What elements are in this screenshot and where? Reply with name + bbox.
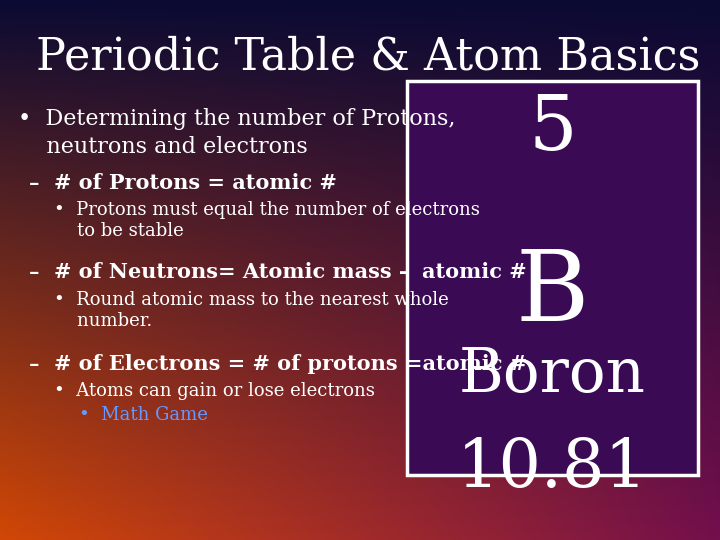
Text: •  Round atomic mass to the nearest whole: • Round atomic mass to the nearest whole [54,291,449,308]
Text: –  # of Neutrons= Atomic mass -  atomic #: – # of Neutrons= Atomic mass - atomic # [29,262,526,282]
Text: •  Atoms can gain or lose electrons: • Atoms can gain or lose electrons [54,382,375,400]
Text: •  Determining the number of Protons,: • Determining the number of Protons, [18,108,456,130]
Text: 5: 5 [528,92,577,166]
Bar [407,81,698,475]
Text: –  # of Electrons = # of protons =atomic #: – # of Electrons = # of protons =atomic … [29,354,527,374]
Text: number.: number. [54,312,152,330]
Text: B: B [516,247,589,342]
Text: 10.81: 10.81 [457,436,648,501]
Text: •  Math Game: • Math Game [79,406,208,424]
Text: Boron: Boron [459,345,646,405]
Text: Periodic Table & Atom Basics: Periodic Table & Atom Basics [36,35,701,78]
Text: –  # of Protons = atomic #: – # of Protons = atomic # [29,173,337,193]
Text: to be stable: to be stable [54,222,184,240]
Text: •  Protons must equal the number of electrons: • Protons must equal the number of elect… [54,201,480,219]
Text: neutrons and electrons: neutrons and electrons [18,136,307,158]
